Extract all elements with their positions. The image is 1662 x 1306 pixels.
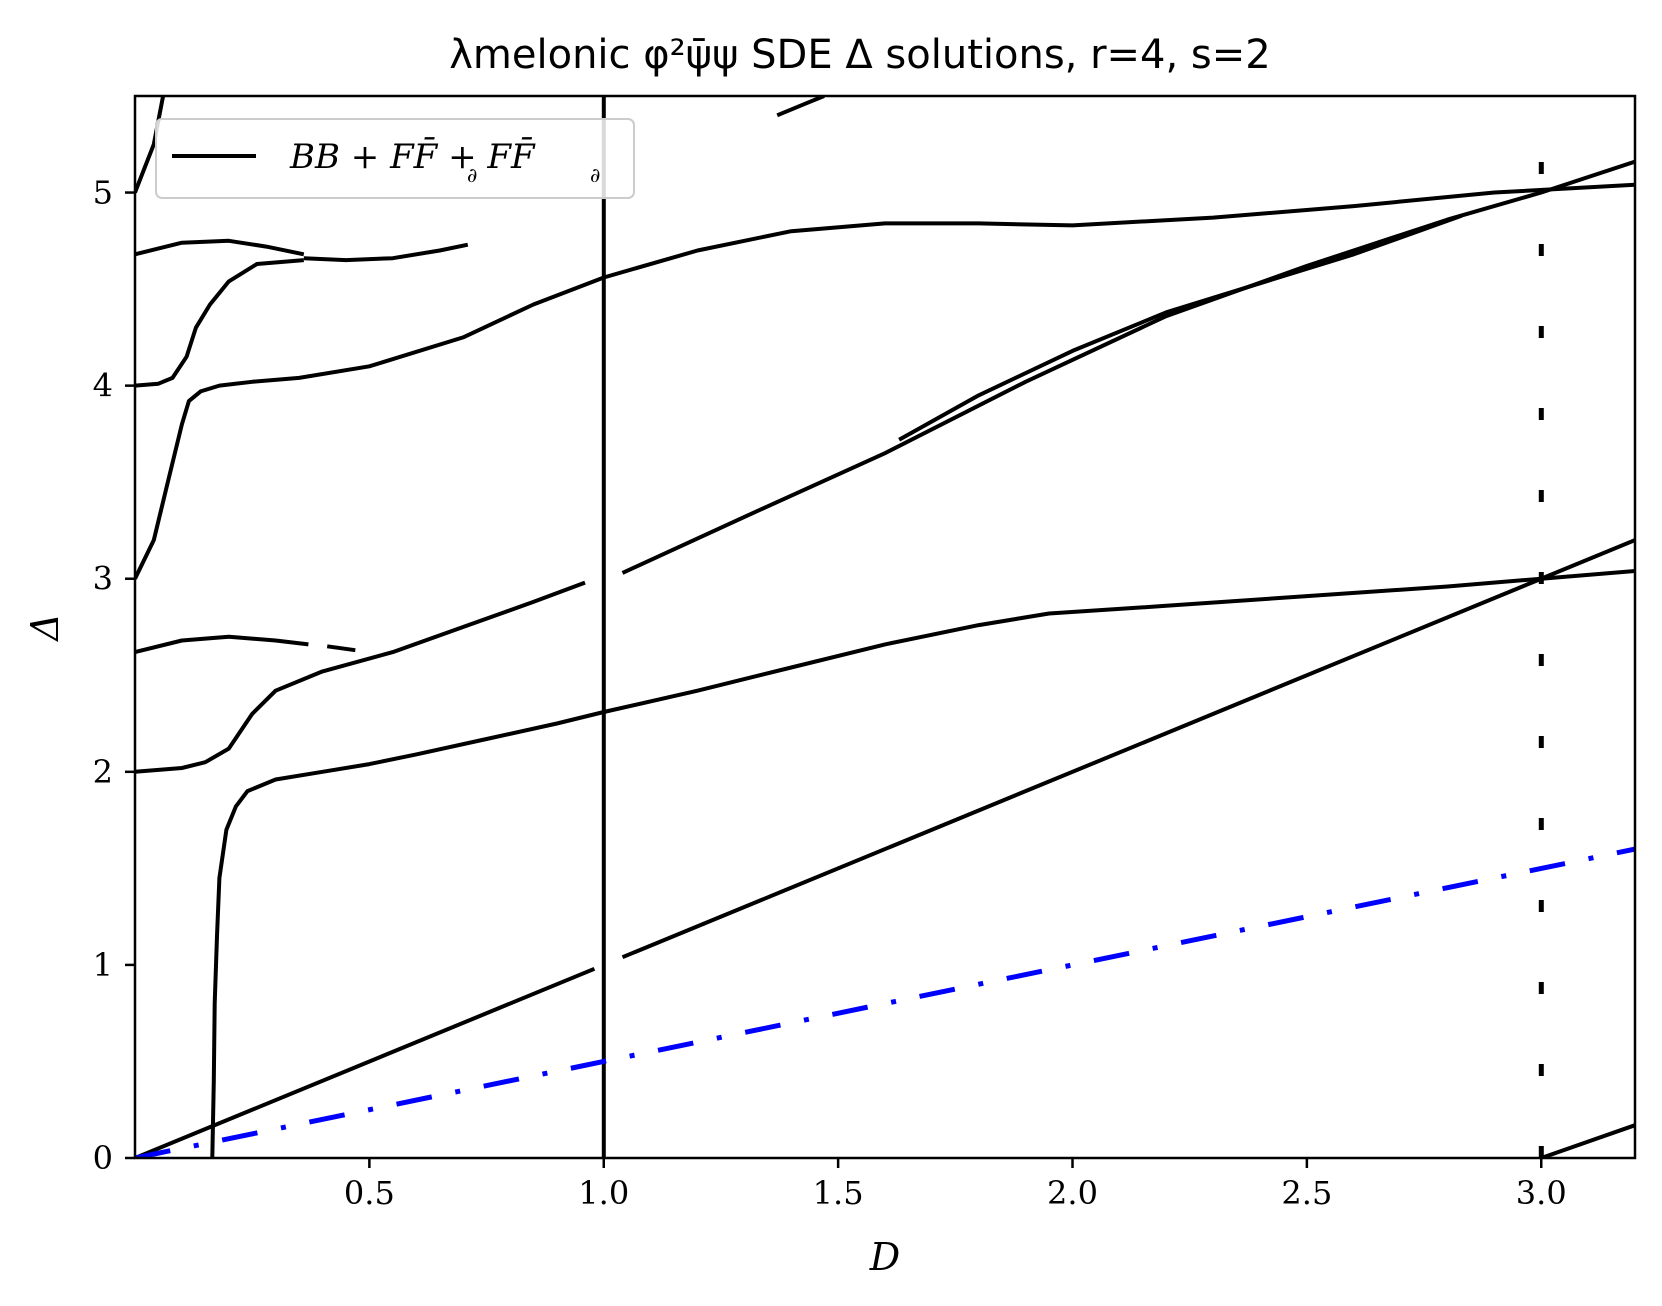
series-line-5 (135, 634, 309, 655)
series-line-13 (621, 538, 1635, 960)
plot-frame (133, 94, 1637, 1160)
y-tick-label: 1 (93, 946, 113, 984)
series-line-0 (135, 96, 166, 194)
x-tick-label: 0.5 (344, 1174, 395, 1212)
series-line-9 (898, 213, 1463, 442)
y-axis-ticks: 0 1 2 3 4 5 (93, 174, 135, 1177)
x-axis-label: D (869, 1235, 900, 1279)
series-line-11 (210, 569, 1635, 1158)
series-line-7 (135, 580, 586, 774)
x-tick-label: 1.0 (578, 1174, 629, 1212)
y-tick-label: 4 (93, 367, 113, 405)
y-axis-label: Δ (23, 613, 67, 642)
series-line-3 (135, 258, 304, 388)
series-line-1 (135, 238, 305, 257)
series-line-2 (303, 242, 469, 263)
legend-box (155, 118, 635, 199)
x-tick-label: 2.0 (1047, 1174, 1098, 1212)
series-line-6 (326, 644, 356, 653)
series-line-16 (135, 846, 1635, 1158)
x-tick-label: 1.5 (813, 1174, 864, 1212)
series-line-8 (621, 159, 1635, 575)
legend-sub-1: ∂ (467, 163, 477, 187)
legend-entry-label: BB + FF̄ + FF̄ (289, 136, 536, 177)
y-tick-label: 5 (93, 174, 113, 212)
series-line-10 (776, 96, 825, 118)
series-line-4 (135, 182, 1635, 580)
x-tick-label: 3.0 (1516, 1174, 1567, 1212)
y-tick-label: 2 (93, 753, 113, 791)
series-layer (135, 96, 1635, 1158)
y-tick-label: 3 (93, 560, 113, 598)
legend-sub-2: ∂ (590, 163, 600, 187)
legend: BB + FF̄ + FF̄ ∂ ∂ (155, 118, 635, 199)
x-axis-ticks: 0.5 1.0 1.5 2.0 2.5 3.0 (344, 1158, 1567, 1212)
x-tick-label: 2.5 (1281, 1174, 1332, 1212)
y-tick-label: 0 (93, 1139, 113, 1177)
series-line-14 (1540, 1123, 1635, 1158)
series-line-12 (135, 966, 596, 1158)
chart-title: λmelonic φ²ψ̄ψ SDE Δ solutions, r=4, s=2 (449, 32, 1270, 78)
